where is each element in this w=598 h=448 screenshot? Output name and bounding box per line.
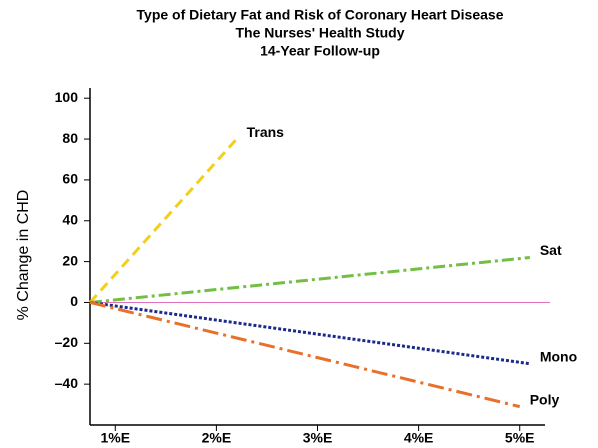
series-label: Trans <box>247 124 285 140</box>
line <box>88 138 238 304</box>
x-tick-label: 3%E <box>303 430 333 446</box>
y-tick-label: 20 <box>62 252 78 268</box>
series-label: Sat <box>540 242 562 258</box>
y-tick-label: 0 <box>70 293 78 309</box>
x-tick-label: 5%E <box>505 430 535 446</box>
y-axis-label: % Change in CHD <box>15 190 32 321</box>
x-tick-label: 1%E <box>100 430 130 446</box>
y-tick-label: 40 <box>62 211 78 227</box>
chart-subtitle: The Nurses' Health Study <box>235 25 404 41</box>
series-label: Poly <box>530 391 560 407</box>
chart-subtitle: 14-Year Follow-up <box>260 43 380 59</box>
y-tick-label: –40 <box>55 375 79 391</box>
series-label: Mono <box>540 348 577 364</box>
x-tick-label: 4%E <box>404 430 434 446</box>
line <box>89 300 531 366</box>
y-tick-label: –20 <box>55 334 79 350</box>
y-tick-label: 60 <box>62 171 78 187</box>
chart-title: Type of Dietary Fat and Risk of Coronary… <box>137 7 504 23</box>
y-tick-label: 100 <box>55 89 79 105</box>
x-tick-label: 2%E <box>202 430 232 446</box>
y-tick-label: 80 <box>62 130 78 146</box>
line <box>89 256 530 304</box>
line <box>89 300 521 409</box>
